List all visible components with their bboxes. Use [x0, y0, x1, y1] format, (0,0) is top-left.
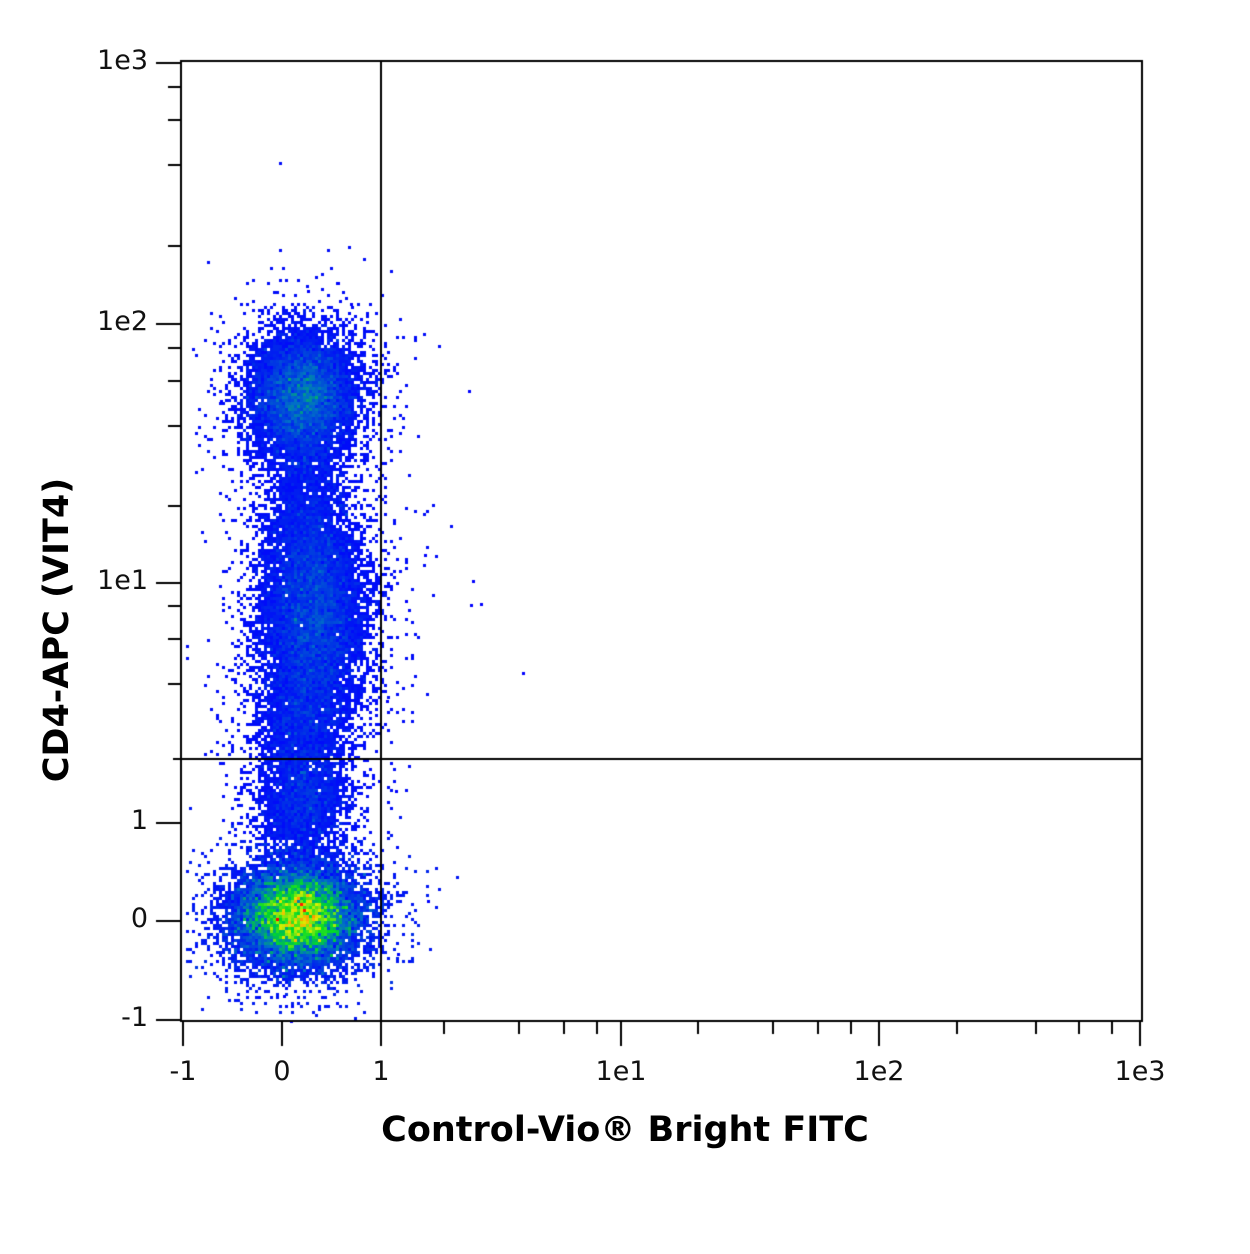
- x-tick-label: -1: [169, 1056, 197, 1087]
- y-axis-title: CD4-APC (VIT4): [37, 477, 77, 783]
- x-tick-label: 1e1: [595, 1056, 647, 1087]
- x-tick-label: 1: [372, 1056, 390, 1087]
- x-tick-label: 1e3: [1114, 1056, 1166, 1087]
- y-tick-label: -1: [121, 1002, 148, 1033]
- y-tick-label: 1e2: [97, 306, 148, 337]
- x-axis-title: Control-Vio® Bright FITC: [381, 1110, 869, 1150]
- y-tick-label: 1e1: [97, 565, 148, 596]
- y-tick-label: 1e3: [97, 45, 148, 76]
- x-tick-label: 0: [273, 1056, 291, 1087]
- x-tick-label: 1e2: [853, 1056, 905, 1087]
- y-tick-label: 1: [130, 805, 148, 836]
- y-tick-label: 0: [130, 903, 148, 934]
